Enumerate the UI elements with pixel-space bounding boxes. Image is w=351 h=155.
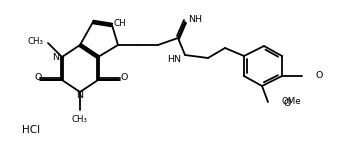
Text: HCl: HCl xyxy=(22,125,40,135)
Text: OMe: OMe xyxy=(282,97,302,106)
Text: NH: NH xyxy=(188,15,202,24)
Text: O: O xyxy=(284,100,291,108)
Text: N: N xyxy=(77,91,84,100)
Text: O: O xyxy=(120,73,128,82)
Text: CH₃: CH₃ xyxy=(28,36,44,46)
Text: O: O xyxy=(34,73,42,82)
Text: N: N xyxy=(52,53,59,62)
Text: CH: CH xyxy=(114,18,127,27)
Text: HN: HN xyxy=(167,55,181,64)
Text: CH₃: CH₃ xyxy=(72,115,88,124)
Text: O: O xyxy=(316,71,323,80)
